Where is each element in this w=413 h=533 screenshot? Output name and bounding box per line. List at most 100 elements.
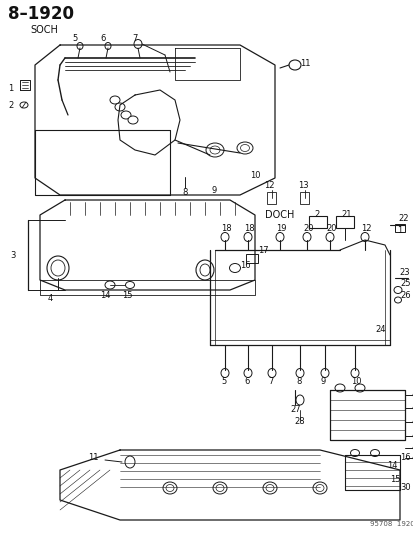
Text: 1: 1 (396, 225, 401, 235)
Ellipse shape (199, 264, 209, 276)
Text: 6: 6 (243, 377, 249, 386)
Ellipse shape (350, 368, 358, 377)
Text: 25: 25 (399, 279, 410, 287)
Text: 3: 3 (10, 251, 15, 260)
Text: 9: 9 (320, 377, 325, 386)
Ellipse shape (243, 368, 252, 377)
Text: 8: 8 (182, 188, 187, 197)
Bar (245, 254, 257, 262)
Ellipse shape (302, 232, 310, 241)
Ellipse shape (412, 446, 413, 450)
Text: 7: 7 (132, 34, 137, 43)
Ellipse shape (288, 60, 300, 70)
Text: 95708  1920: 95708 1920 (369, 521, 413, 527)
Ellipse shape (134, 39, 142, 49)
Text: 14: 14 (100, 290, 110, 300)
Text: 15: 15 (389, 475, 399, 484)
Text: 10: 10 (249, 171, 260, 180)
Ellipse shape (320, 368, 328, 377)
Text: 28: 28 (293, 417, 304, 426)
Text: 2: 2 (8, 101, 13, 109)
Ellipse shape (325, 232, 333, 241)
Text: 20: 20 (302, 223, 313, 232)
Ellipse shape (350, 449, 358, 456)
Text: 27: 27 (289, 406, 300, 415)
Text: 4: 4 (48, 294, 53, 303)
Text: 13: 13 (297, 181, 308, 190)
Ellipse shape (295, 395, 303, 405)
Text: 16: 16 (399, 454, 410, 463)
Ellipse shape (236, 142, 252, 154)
Text: 5: 5 (221, 377, 225, 386)
Bar (335, 216, 353, 228)
Text: 1: 1 (8, 84, 13, 93)
Text: 11: 11 (88, 454, 98, 463)
Ellipse shape (370, 449, 379, 456)
Text: 16: 16 (240, 261, 250, 270)
Text: 2: 2 (313, 209, 318, 219)
Ellipse shape (334, 384, 344, 392)
Ellipse shape (128, 116, 138, 124)
Text: 20: 20 (325, 223, 336, 232)
Ellipse shape (51, 260, 65, 276)
Ellipse shape (216, 484, 223, 491)
Ellipse shape (243, 232, 252, 241)
Ellipse shape (121, 111, 131, 119)
Ellipse shape (105, 43, 111, 50)
Text: 24: 24 (374, 326, 385, 335)
Text: 14: 14 (386, 461, 396, 470)
Ellipse shape (47, 256, 69, 280)
Text: 9: 9 (211, 185, 217, 195)
Text: 12: 12 (360, 223, 370, 232)
Ellipse shape (275, 232, 283, 241)
Text: 22: 22 (397, 214, 408, 222)
Ellipse shape (77, 43, 83, 50)
Ellipse shape (354, 384, 364, 392)
Ellipse shape (125, 281, 134, 288)
Text: DOCH: DOCH (264, 210, 294, 220)
Ellipse shape (262, 482, 276, 494)
Text: 7: 7 (267, 377, 273, 386)
Text: SOCH: SOCH (30, 25, 58, 35)
Text: 18: 18 (221, 223, 231, 232)
Ellipse shape (295, 368, 303, 377)
Bar (308, 216, 326, 228)
Ellipse shape (360, 232, 368, 241)
Text: 11: 11 (299, 59, 310, 68)
Text: 10: 10 (350, 377, 361, 386)
Text: 15: 15 (122, 290, 132, 300)
Text: 30: 30 (399, 483, 410, 492)
Ellipse shape (221, 232, 228, 241)
Ellipse shape (267, 368, 275, 377)
Ellipse shape (212, 482, 226, 494)
Ellipse shape (412, 392, 413, 398)
Ellipse shape (209, 146, 219, 154)
Text: 8–1920: 8–1920 (8, 5, 74, 23)
Ellipse shape (115, 103, 125, 111)
Ellipse shape (240, 144, 249, 151)
Text: 17: 17 (257, 246, 268, 254)
Ellipse shape (163, 482, 177, 494)
Ellipse shape (394, 297, 401, 303)
Ellipse shape (206, 143, 223, 157)
Ellipse shape (105, 281, 115, 289)
Text: 21: 21 (340, 209, 351, 219)
Ellipse shape (312, 482, 326, 494)
Text: 23: 23 (398, 268, 408, 277)
Text: 6: 6 (100, 34, 105, 43)
Ellipse shape (266, 484, 273, 491)
Text: 18: 18 (243, 223, 254, 232)
Bar (300, 192, 309, 204)
Ellipse shape (229, 263, 240, 272)
Text: 19: 19 (275, 223, 286, 232)
Text: 5: 5 (72, 34, 77, 43)
Ellipse shape (412, 456, 413, 461)
Ellipse shape (125, 456, 135, 468)
Ellipse shape (166, 484, 173, 491)
Bar (267, 192, 276, 204)
Ellipse shape (195, 260, 214, 280)
Ellipse shape (412, 406, 413, 410)
Ellipse shape (110, 96, 120, 104)
Text: 26: 26 (399, 290, 410, 300)
Bar (394, 224, 404, 232)
